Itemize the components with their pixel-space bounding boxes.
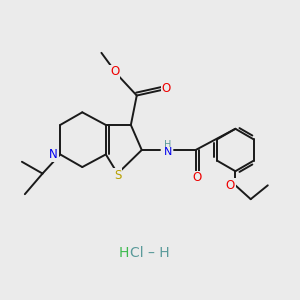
- Text: O: O: [193, 172, 202, 184]
- Text: O: O: [162, 82, 171, 95]
- Text: H: H: [164, 140, 171, 150]
- Text: O: O: [110, 65, 119, 79]
- Text: S: S: [114, 169, 121, 182]
- Text: Cl – H: Cl – H: [130, 246, 170, 260]
- Text: H: H: [118, 246, 129, 260]
- Text: N: N: [164, 147, 172, 158]
- Text: O: O: [226, 179, 235, 192]
- Text: N: N: [49, 148, 58, 161]
